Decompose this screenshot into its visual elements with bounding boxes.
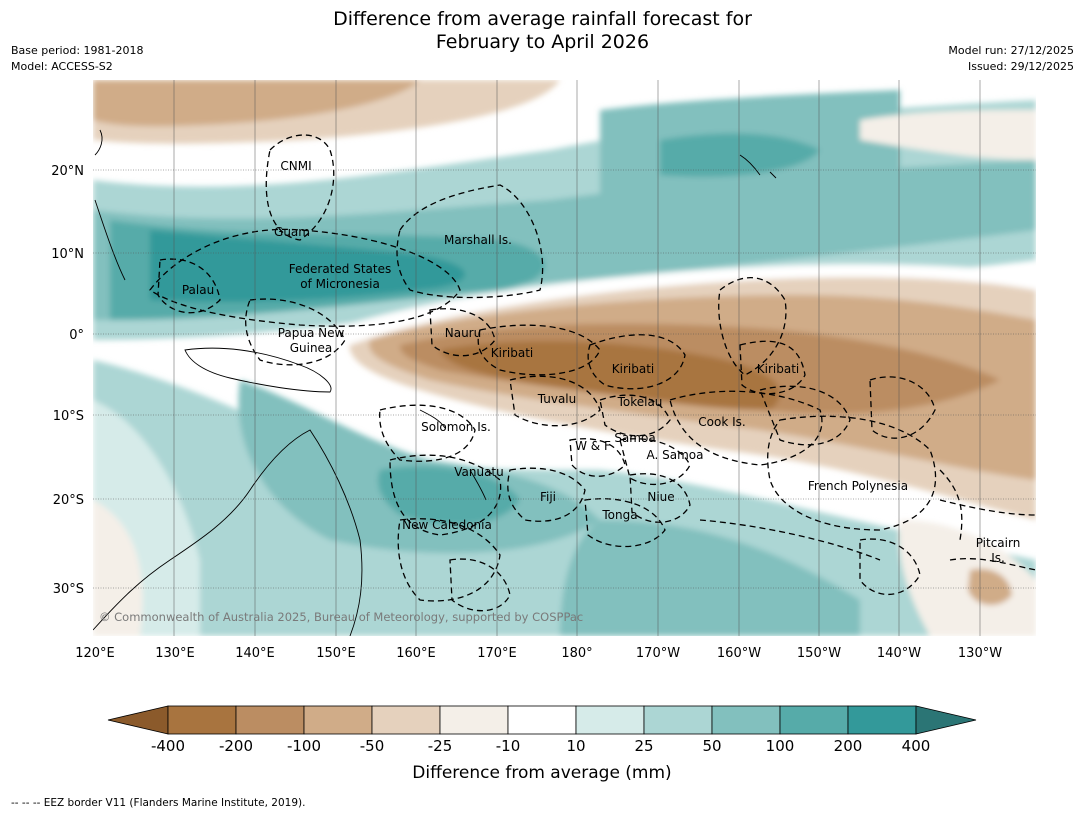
lon-label: 180° (561, 646, 592, 661)
coastlines (93, 129, 777, 636)
region-label: CNMI (280, 159, 311, 173)
region-label: Cook Is. (698, 415, 745, 429)
colorbar-segment (643, 705, 713, 735)
lat-label: 10°N (51, 247, 84, 262)
region-label: Marshall Is. (444, 233, 512, 247)
colorbar-segment (711, 705, 781, 735)
lon-label: 170°W (636, 646, 680, 661)
region-label: Tuvalu (537, 392, 577, 406)
colorbar-tick-label: -200 (219, 737, 253, 755)
graticule-lat (93, 169, 1036, 589)
colorbar-segment (507, 705, 577, 735)
colorbar-tick-label: -400 (151, 737, 185, 755)
colorbar-segment (779, 705, 849, 735)
region-label: Samoa (614, 431, 655, 445)
model-name: Model: ACCESS-S2 (11, 60, 113, 73)
title-line-1: Difference from average rainfall forecas… (333, 8, 752, 30)
lon-label: 140°E (235, 646, 275, 661)
lon-label: 150°E (316, 646, 356, 661)
region-label: Palau (182, 283, 214, 297)
eez-footnote: -- -- -- EEZ border V11 (Flanders Marine… (11, 797, 306, 809)
region-label: Kiribati (612, 362, 654, 376)
region-labels: CNMI Guam Marshall Is. Federated States … (182, 159, 1020, 565)
colorbar-tick-label: 25 (634, 737, 653, 755)
colorbar-arrow-high (915, 705, 977, 735)
region-label: Guinea (290, 341, 333, 355)
meta-right: Model run: 27/12/2025 Issued: 29/12/2025 (948, 43, 1074, 75)
meta-left: Base period: 1981-2018 Model: ACCESS-S2 (11, 43, 143, 75)
region-label: Kiribati (491, 346, 533, 360)
lat-label: 10°S (53, 409, 84, 424)
colorbar-tick-label: -10 (496, 737, 521, 755)
region-label: of Micronesia (300, 277, 380, 291)
region-label: W & F (575, 439, 611, 453)
lon-label: 120°E (75, 646, 115, 661)
base-period: Base period: 1981-2018 (11, 44, 144, 57)
title-line-2: February to April 2026 (435, 31, 650, 53)
lat-label: 30°S (53, 582, 84, 597)
colorbar-tick-label: 50 (702, 737, 721, 755)
colorbar-tick-label: 100 (766, 737, 795, 755)
colorbar-tick-label: 400 (902, 737, 931, 755)
colorbar-segment (167, 705, 237, 735)
region-label: New Caledonia (402, 518, 492, 532)
rainfall-anomaly-field: CNMI Guam Marshall Is. Federated States … (93, 80, 1036, 636)
colorbar-tick-label: -25 (428, 737, 453, 755)
lat-label: 20°S (53, 493, 84, 508)
lon-label: 150°W (797, 646, 841, 661)
colorbar-tick-label: 10 (566, 737, 585, 755)
colorbar-title: Difference from average (mm) (412, 763, 671, 783)
lat-label: 0° (69, 328, 84, 343)
lon-label: 130°E (155, 646, 195, 661)
region-label: Nauru (445, 326, 481, 340)
region-label: Kiribati (757, 362, 799, 376)
region-label: Tokelau (617, 395, 663, 409)
eez-borders (149, 134, 1036, 612)
colorbar-tick-label: -50 (360, 737, 385, 755)
lat-label: 20°N (51, 164, 84, 179)
colorbar: -400 -200 -100 -50 -25 -10 10 25 50 100 200 400 (107, 705, 977, 755)
model-run: Model run: 27/12/2025 (948, 44, 1074, 57)
region-label: Federated States (289, 262, 391, 276)
issued-date: Issued: 29/12/2025 (967, 60, 1074, 73)
colorbar-segment (439, 705, 509, 735)
colorbar-segment (235, 705, 305, 735)
colorbar-tick-label: -100 (287, 737, 321, 755)
region-label: Guam (274, 225, 310, 239)
copyright-notice: © Commonwealth of Australia 2025, Bureau… (99, 610, 583, 624)
lon-label: 140°W (877, 646, 921, 661)
lon-label: 160°W (717, 646, 761, 661)
colorbar-segment (303, 705, 373, 735)
lon-label: 170°E (477, 646, 517, 661)
map-title: Difference from average rainfall forecas… (0, 8, 1085, 54)
graticule (173, 80, 981, 636)
region-label: A. Samoa (647, 448, 704, 462)
colorbar-segment (575, 705, 645, 735)
lon-axis-labels: 120°E 130°E 140°E 150°E 160°E 170°E 180°… (75, 646, 1002, 661)
region-label: Fiji (540, 490, 556, 504)
lat-axis-labels: 20°N 10°N 0° 10°S 20°S 30°S (51, 164, 84, 597)
colorbar-arrow-low (107, 705, 169, 735)
region-label: Solomon Is. (421, 420, 491, 434)
lon-label: 160°E (396, 646, 436, 661)
region-label: Pitcairn (976, 536, 1021, 550)
region-label: Papua New (278, 326, 345, 340)
colorbar-tick-label: 200 (834, 737, 863, 755)
region-label: Vanuatu (454, 465, 504, 479)
colorbar-segment (847, 705, 917, 735)
lon-label: 130°W (958, 646, 1002, 661)
colorbar-segment (371, 705, 441, 735)
region-label: Niue (647, 490, 674, 504)
region-label: Is. (991, 551, 1005, 565)
region-label: French Polynesia (808, 479, 908, 493)
region-label: Tonga (601, 508, 637, 522)
